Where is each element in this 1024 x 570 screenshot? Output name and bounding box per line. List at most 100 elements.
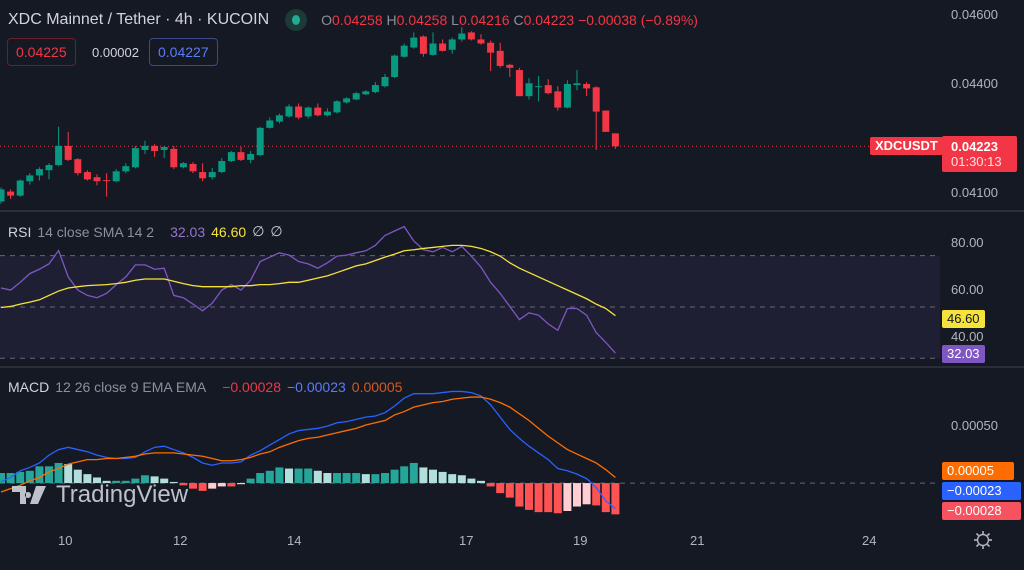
candle-body	[563, 84, 571, 108]
macd-histogram-bar	[486, 483, 495, 487]
candle-body	[218, 161, 226, 173]
macd-line	[0, 390, 616, 510]
candle-body	[103, 180, 111, 182]
rsi-tag: 32.03	[942, 345, 985, 363]
candle-body	[151, 145, 159, 152]
candle-body	[314, 107, 322, 116]
candle-body	[525, 83, 533, 97]
macd-signal-tag: 0.00005	[942, 462, 1014, 480]
macd-histogram-bar	[352, 473, 361, 484]
tradingview-watermark[interactable]: TradingView	[12, 481, 188, 509]
macd-histogram-bar	[582, 483, 591, 505]
change-value: −0.00038 (−0.89%)	[578, 12, 698, 28]
macd-histogram-bar	[265, 470, 274, 484]
candle-body	[487, 42, 495, 53]
macd-histogram-bar	[342, 473, 351, 484]
macd-histogram-bar	[611, 483, 620, 515]
candle-body	[170, 148, 178, 168]
rsi-tick: 60.00	[951, 282, 984, 297]
rsi-tick: 80.00	[951, 235, 984, 250]
time-tick: 21	[690, 533, 705, 548]
macd-histogram-bar	[409, 462, 418, 484]
candle-body	[199, 172, 207, 179]
bar-countdown: 01:30:13	[951, 154, 1002, 169]
macd-histogram-bar	[313, 470, 322, 484]
macd-histogram-bar	[141, 475, 149, 484]
macd-histogram-bar	[323, 473, 332, 484]
macd-name[interactable]: MACD	[8, 379, 50, 395]
rsi-params: 14 close SMA 14 2	[37, 223, 155, 240]
candle-body	[371, 85, 379, 93]
macd-histogram-bar	[179, 483, 188, 486]
macd-histogram-bar	[515, 483, 524, 507]
macd-histogram-bar	[246, 478, 255, 484]
low-value: 0.04216	[458, 12, 510, 28]
open-value: 0.04258	[332, 12, 383, 28]
macd-histogram-bar	[563, 483, 572, 512]
candle-body	[583, 84, 591, 89]
low-label: L	[451, 12, 459, 28]
rsi-empty-value: ∅	[252, 223, 265, 239]
macd-histogram-bar	[54, 462, 63, 484]
candle-body	[410, 37, 418, 48]
macd-histogram-bar	[64, 464, 73, 484]
buy-price-button[interactable]: 0.04227	[149, 38, 218, 66]
macd-histogram-bar	[45, 466, 53, 484]
candle-body	[592, 87, 600, 112]
pane-separator[interactable]	[0, 210, 1024, 212]
pane-separator[interactable]	[0, 366, 1024, 368]
candle-body	[602, 110, 610, 132]
macd-histogram-bar	[25, 470, 34, 484]
candle-body	[7, 191, 15, 196]
sell-price-button[interactable]: 0.04225	[7, 38, 76, 66]
candle-body	[237, 152, 245, 160]
macd-histogram-bar	[237, 483, 245, 485]
price-tick: 0.04400	[951, 76, 998, 91]
high-value: 0.04258	[396, 12, 448, 28]
macd-histogram-bar	[477, 480, 485, 484]
candle-body	[496, 50, 504, 66]
candle-body	[141, 145, 149, 150]
macd-histogram-bar	[448, 474, 457, 484]
candle-body	[448, 39, 456, 50]
macd-legend: MACD 12 26 close 9 EMA EMA −0.00028 −0.0…	[8, 379, 402, 395]
macd-histogram-bar	[419, 467, 428, 484]
macd-hist-value: −0.00028	[222, 379, 281, 395]
price-tick: 0.04600	[951, 7, 998, 22]
rsi-sma-line	[0, 244, 616, 317]
candle-body	[83, 172, 91, 180]
time-tick: 24	[862, 533, 877, 548]
macd-histogram-bar	[256, 473, 265, 484]
macd-histogram-bar	[573, 483, 581, 507]
candle-body	[189, 163, 197, 172]
rsi-name[interactable]: RSI	[8, 223, 32, 240]
rsi-sma-value: 46.60	[211, 223, 247, 240]
macd-histogram-bar	[160, 478, 169, 484]
macd-histogram-bar	[275, 467, 284, 484]
macd-histogram-bar	[525, 483, 533, 510]
candle-body	[295, 106, 303, 118]
time-tick: 19	[573, 533, 588, 548]
candle-body	[391, 55, 399, 77]
rsi-sma-tag: 46.60	[942, 310, 985, 328]
candle-body	[247, 154, 255, 160]
symbol-title[interactable]: XDC Mainnet / Tether · 4h · KUCOIN	[8, 11, 270, 28]
last-price-tag: 0.04223 01:30:13	[942, 136, 1017, 172]
candle-body	[0, 189, 5, 202]
gear-icon[interactable]	[973, 530, 993, 550]
candle-body	[573, 83, 581, 86]
macd-histogram-bar	[601, 483, 610, 513]
symbol-legend: XDC Mainnet / Tether · 4h · KUCOIN O0.04…	[8, 9, 698, 31]
candle-body	[544, 85, 552, 94]
macd-histogram-bar	[93, 477, 101, 484]
macd-histogram-bar	[189, 483, 197, 489]
candle-body	[93, 177, 101, 182]
tradingview-wordmark: TradingView	[56, 481, 189, 508]
rsi-line	[0, 225, 616, 354]
candle-body	[535, 86, 543, 88]
macd-histogram-bar	[333, 473, 341, 484]
candle-body	[227, 152, 235, 161]
macd-histogram-bar	[102, 480, 111, 484]
ohlc-values: O0.04258 H0.04258 L0.04216 C0.04223 −0.0…	[321, 12, 698, 28]
